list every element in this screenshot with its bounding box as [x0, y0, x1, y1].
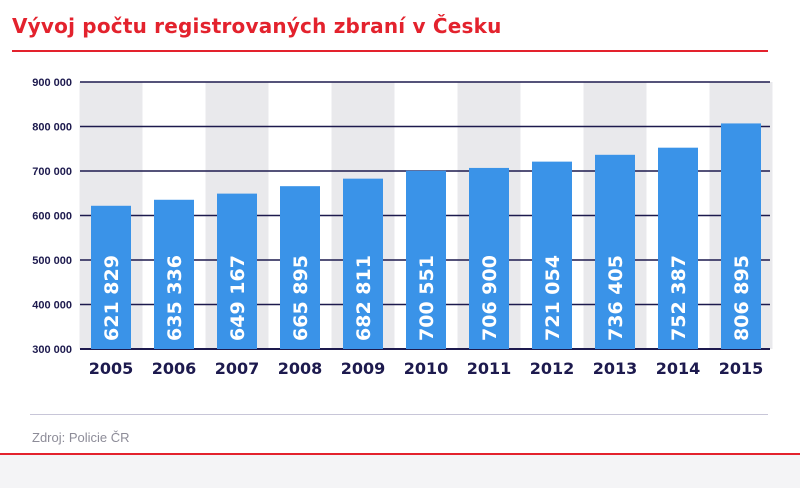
bar-value-label: 621 829 — [101, 255, 123, 341]
bar — [658, 147, 698, 349]
bar — [217, 193, 257, 349]
footer-divider — [0, 453, 800, 455]
y-tick-label: 700 000 — [32, 166, 72, 178]
source-note: Zdroj: Policie ČR — [32, 430, 130, 445]
x-tick-label: 2005 — [89, 359, 134, 378]
x-tick-label: 2006 — [152, 359, 197, 378]
bar-value-label: 700 551 — [416, 255, 438, 341]
y-tick-label: 300 000 — [32, 344, 72, 356]
x-tick-label: 2010 — [404, 359, 449, 378]
bar — [343, 178, 383, 349]
bar — [469, 167, 509, 349]
source-divider — [30, 414, 768, 415]
x-tick-label: 2009 — [341, 359, 386, 378]
title-divider — [12, 50, 768, 52]
bars — [91, 123, 761, 349]
bar-value-label: 721 054 — [542, 255, 564, 341]
y-tick-label: 800 000 — [32, 122, 72, 134]
x-axis-ticks: 2005 2006 2007 2008 2009 2010 2011 2012 2013 2014… — [89, 359, 764, 378]
bar-value-label: 682 811 — [353, 255, 375, 341]
chart-title: Vývoj počtu registrovaných zbraní v Česk… — [12, 14, 502, 38]
bar-value-label: 635 336 — [164, 255, 186, 341]
bar-value-label: 736 405 — [605, 255, 627, 341]
value-labels: 621 829 635 336 649 167 665 895 682 811 700 5… — [101, 255, 753, 341]
bar-value-label: 752 387 — [668, 255, 690, 341]
y-tick-label: 500 000 — [32, 255, 72, 267]
bar-value-label: 806 895 — [731, 255, 753, 341]
bar — [406, 170, 446, 349]
x-tick-label: 2008 — [278, 359, 323, 378]
bar-value-label: 706 900 — [479, 255, 501, 341]
bar-value-label: 649 167 — [227, 255, 249, 341]
footer-band — [0, 453, 800, 488]
bar — [280, 186, 320, 349]
bar — [154, 199, 194, 349]
x-tick-label: 2007 — [215, 359, 260, 378]
y-axis-ticks: 300 000 400 000 500 000 600 000 700 000 800 0… — [32, 77, 72, 356]
bar — [721, 123, 761, 349]
y-tick-label: 400 000 — [32, 300, 72, 312]
y-tick-label: 900 000 — [32, 77, 72, 89]
x-tick-label: 2011 — [467, 359, 512, 378]
bar-value-label: 665 895 — [290, 255, 312, 341]
x-tick-label: 2012 — [530, 359, 575, 378]
bar — [532, 161, 572, 349]
bar-chart: 300 000 400 000 500 000 600 000 700 000 800 0… — [32, 77, 773, 378]
bar — [595, 154, 635, 349]
x-tick-label: 2014 — [656, 359, 701, 378]
x-tick-label: 2013 — [593, 359, 638, 378]
y-tick-label: 600 000 — [32, 211, 72, 223]
x-tick-label: 2015 — [719, 359, 764, 378]
bar — [91, 205, 131, 349]
